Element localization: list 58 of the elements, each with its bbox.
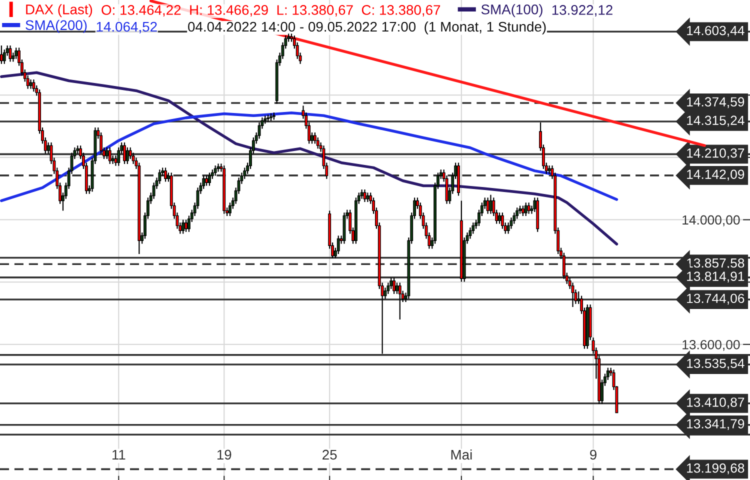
legend-label: SMA(200): [26, 20, 87, 33]
candlestick: [108, 146, 112, 165]
candlestick: [117, 146, 120, 166]
x-tick-label: Mai: [451, 449, 472, 460]
candlestick: [32, 78, 36, 92]
line-series: [0, 111, 618, 202]
y-tick-label: 14.000,00: [682, 215, 740, 226]
candlestick: [313, 132, 316, 144]
x-tick-label: 11: [112, 450, 126, 460]
candlestick: [392, 277, 396, 294]
candlestick: [205, 174, 208, 186]
ref-line-label: 13.857,58: [687, 258, 744, 270]
candlestick: [316, 136, 320, 150]
candlestick: [521, 205, 524, 217]
candlestick: [498, 212, 501, 224]
ref-line-label: 14.142,09: [687, 170, 744, 181]
candlestick: [123, 142, 126, 165]
candlestick: [128, 146, 132, 160]
annotation: O: 13.464,22 H: 13.466,29 L: 13.380,67 C: 13.380,67: [102, 5, 440, 17]
candlestick: [214, 164, 217, 176]
candlestick: [164, 167, 167, 182]
candlestick: [0, 44, 3, 64]
candlestick: [524, 202, 528, 217]
ref-line-label: 14.210,37: [687, 148, 744, 160]
x-tick-label: 9: [590, 450, 596, 460]
x-tick-label: 25: [322, 450, 337, 460]
candlestick: [182, 219, 185, 234]
candlestick: [398, 282, 402, 320]
candlestick: [2, 49, 6, 64]
x-tick-label: 19: [217, 450, 232, 460]
ref-line-label: 13.535,54: [687, 358, 744, 370]
candlestick: [396, 282, 398, 294]
ref-line-label: 13.744,06: [687, 294, 744, 305]
candlestick: [562, 252, 566, 280]
candlestick: [126, 146, 129, 165]
annotation: 14.064,52: [96, 22, 157, 34]
candlestick: [208, 172, 211, 186]
text: 04.04.2022 14:00 - 09.05.2022 17:00 (1 Monat, 1 Stunde): [188, 21, 546, 34]
candlestick: [486, 197, 490, 214]
candlestick: [527, 202, 530, 214]
candlestick: [506, 222, 510, 234]
legend-label: SMA(100): [481, 4, 542, 18]
candlestick: [336, 235, 340, 255]
ref-line-label: 13.341,79: [687, 419, 744, 430]
line-series: [0, 71, 618, 246]
candlestick: [366, 192, 370, 203]
ref-line-label: 14.374,59: [687, 97, 744, 108]
candlestick: [105, 146, 108, 160]
y-tick-label: 13.600,00: [682, 340, 740, 351]
ref-line-label: 14.603,44: [687, 26, 744, 37]
candlestick: [14, 47, 18, 60]
ref-line-label: 13.199,68: [687, 463, 744, 474]
ref-line-label: 14.315,24: [687, 116, 744, 127]
ref-line-label: 13.410,87: [687, 398, 744, 408]
candlestick: [184, 219, 188, 232]
legend-label: DAX (Last): [26, 4, 92, 18]
annotation: 13.922,12: [552, 5, 612, 17]
ref-line-label: 13.814,91: [687, 272, 744, 283]
